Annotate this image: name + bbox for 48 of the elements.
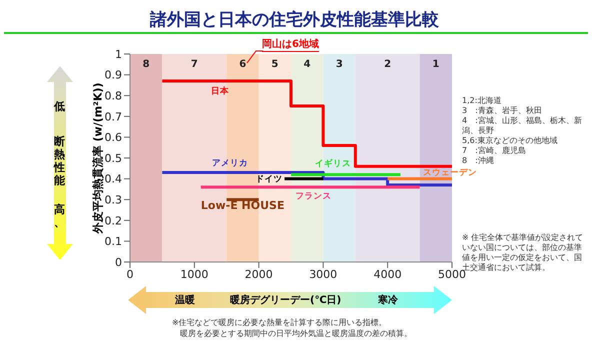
series-label: イギリス — [314, 158, 351, 169]
text: 寒冷 — [378, 293, 398, 307]
x-tick-label: 0 — [126, 268, 134, 281]
series-label: 日本 — [211, 86, 230, 97]
y-tick-label: 0 — [115, 256, 122, 269]
band-label: 6 — [239, 59, 246, 70]
series-label: Low-E HOUSE — [200, 198, 284, 212]
y-axis-title: 外皮平均熱貫流率 (w/(m²K)) — [90, 82, 105, 234]
x-tick-label: 4000 — [374, 268, 402, 281]
series-label: アメリカ — [212, 158, 248, 168]
x-axis-title: 暖房デグリーデー(℃日) — [230, 293, 342, 307]
band-label: 5 — [271, 59, 278, 70]
band-label: 4 — [304, 59, 311, 70]
band-label: 8 — [142, 59, 150, 70]
y-tick-label: 0.6 — [104, 131, 122, 144]
text: 高、 — [54, 203, 65, 229]
y-tick-label: 1 — [115, 48, 122, 61]
text: 1,2:北海道 — [462, 96, 502, 106]
y-tick-label: 0.2 — [104, 214, 122, 228]
text: 8 :沖縄 — [462, 156, 495, 166]
y-tick-label: 0.1 — [104, 235, 122, 248]
text: 暖房を必要とする期間中の日平均外気温と暖房温度の差の積算。 — [180, 328, 412, 339]
y-tick-label: 0.7 — [104, 110, 122, 124]
y-tick-label: 0.9 — [104, 68, 122, 82]
y-tick-label: 0.8 — [104, 90, 122, 103]
band-label: 1 — [432, 59, 440, 70]
text: 3 :青森、岩手、秋田 — [462, 106, 543, 116]
series-label: スウェーデン — [423, 168, 478, 178]
x-tick-label: 1000 — [180, 268, 208, 281]
text: 5,6:東京などのその他地域 — [462, 136, 558, 146]
series-label: ドイツ — [256, 174, 283, 184]
y-tick-label: 0.5 — [104, 152, 122, 165]
text: 4 :宮城、山形、福島、栃木、新潟、長野 — [462, 116, 583, 136]
band-label: 3 — [336, 59, 343, 70]
text: 温暖 — [175, 294, 195, 307]
text: 断熱性能 — [54, 135, 65, 187]
series-label: フランス — [296, 192, 332, 202]
text: 7 :宮崎、鹿児島 — [462, 146, 527, 156]
text: 低 — [54, 100, 65, 113]
text: ※住宅などで暖房に必要な熱量を計算する際に用いる指標。 — [172, 317, 387, 328]
x-tick-label: 2000 — [244, 268, 273, 281]
y-tick-label: 0.4 — [104, 172, 122, 186]
text: 岡山は6地域 — [262, 37, 319, 52]
y-tick-label: 0.3 — [104, 194, 122, 207]
chart-title: 諸外国と日本の住宅外皮性能基準比較 — [150, 9, 439, 31]
band-label: 7 — [190, 59, 198, 70]
band-label: 2 — [384, 59, 392, 70]
x-tick-label: 3000 — [309, 268, 338, 281]
